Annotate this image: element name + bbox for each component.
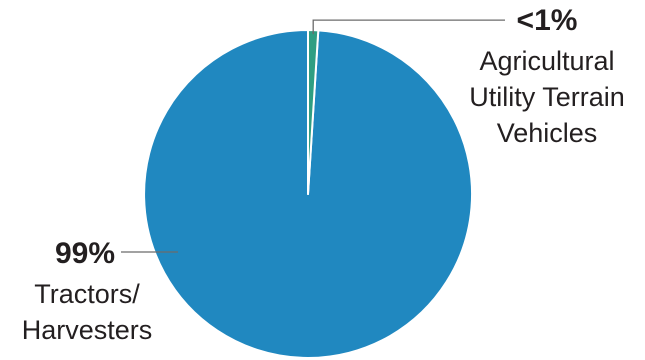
- slice-label-name-utility-vehicles: Agricultural: [479, 46, 614, 76]
- pie-slices: [143, 28, 474, 359]
- leader-line-utility-vehicles: [312, 19, 505, 35]
- slice-label-name-utility-vehicles-line3: Vehicles: [497, 118, 598, 148]
- slice-label-percent-tractors: 99%: [55, 237, 115, 270]
- slice-label-name-utility-vehicles-line2: Utility Terrain: [469, 82, 625, 112]
- slice-label-name-tractors-line2: Harvesters: [22, 315, 153, 345]
- slice-label-percent-utility-vehicles: <1%: [517, 4, 578, 37]
- slice-label-name-tractors: Tractors/: [34, 279, 140, 309]
